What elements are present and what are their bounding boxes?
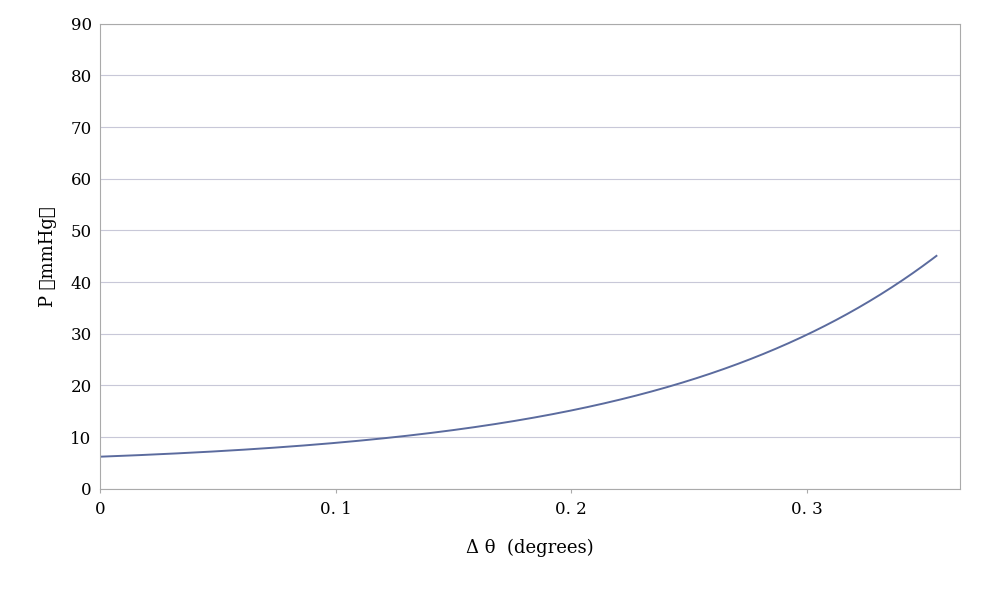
Y-axis label: P （mmHg）: P （mmHg） (39, 206, 57, 306)
X-axis label: Δ θ  (degrees): Δ θ (degrees) (466, 539, 594, 557)
